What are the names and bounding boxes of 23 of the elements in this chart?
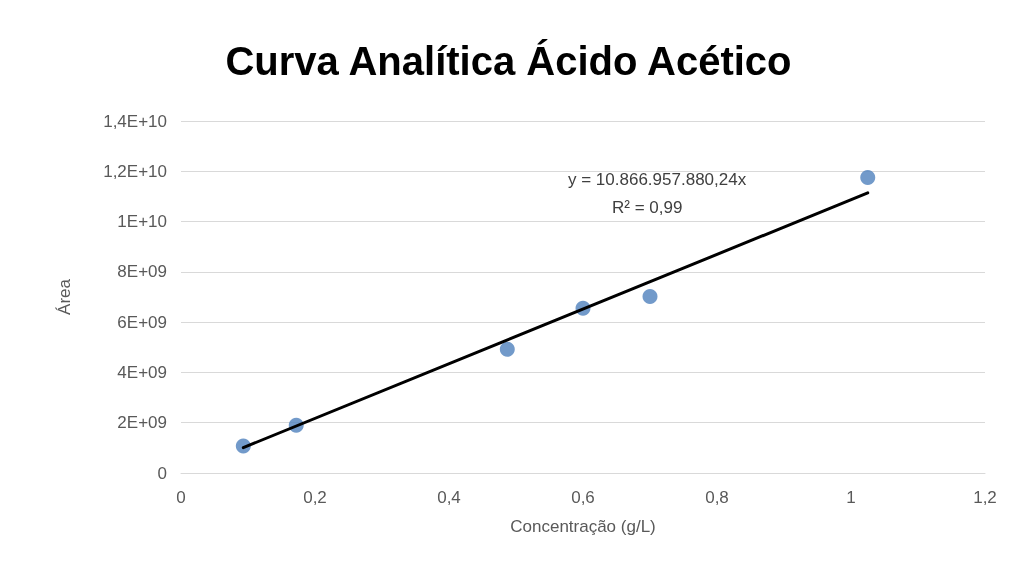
y-tick-label: 1,4E+10 — [103, 111, 167, 131]
x-tick-label: 1 — [846, 488, 856, 507]
y-tick-label: 4E+09 — [117, 362, 167, 382]
annotation: y = 10.866.957.880,24x — [568, 170, 747, 189]
y-tick-label: 1,2E+10 — [103, 161, 167, 181]
annotation: R² = 0,99 — [612, 198, 683, 217]
y-tick-label: 2E+09 — [117, 413, 167, 433]
x-tick-label: 0,8 — [705, 488, 729, 507]
x-tick-label: 0,4 — [437, 488, 461, 507]
y-tick-label: 0 — [157, 463, 167, 483]
y-tick-label: 6E+09 — [117, 312, 167, 332]
y-axis-title: Área — [55, 278, 74, 315]
y-tick-label: 1E+10 — [117, 212, 167, 232]
x-tick-label: 0,6 — [571, 488, 595, 507]
point — [860, 170, 876, 186]
x-tick-label: 1,2 — [973, 488, 997, 507]
point — [499, 341, 515, 357]
y-tick-label: 8E+09 — [117, 262, 167, 282]
x-tick-label: 0 — [176, 488, 186, 507]
chart-title: Curva Analítica Ácido Acético — [225, 39, 792, 83]
x-axis-title: Concentração (g/L) — [510, 517, 656, 536]
x-tick-label: 0,2 — [303, 488, 327, 507]
point — [642, 289, 658, 304]
